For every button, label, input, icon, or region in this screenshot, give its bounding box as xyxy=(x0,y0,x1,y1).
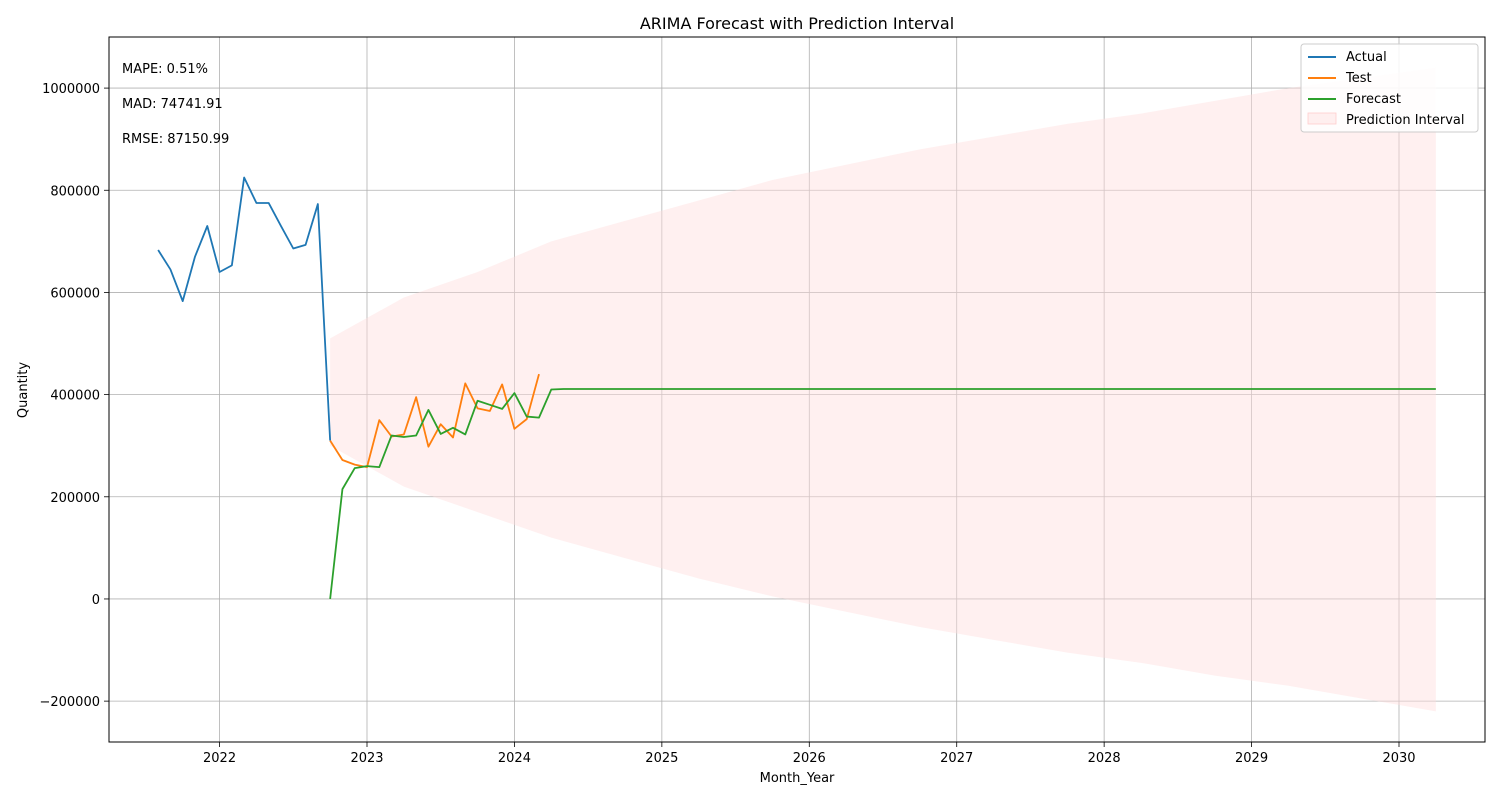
x-tick-label: 2027 xyxy=(940,751,973,766)
forecast-series-line xyxy=(329,388,1436,600)
legend-test-label: Test xyxy=(1345,71,1372,86)
y-axis-label: Quantity xyxy=(16,362,31,418)
x-tick-label: 2023 xyxy=(350,751,383,766)
y-tick-label: 200000 xyxy=(50,491,100,506)
y-tick-label: 400000 xyxy=(50,389,100,404)
x-tick-label: 2022 xyxy=(203,751,236,766)
actual-series-line xyxy=(157,176,332,441)
legend-interval-label: Prediction Interval xyxy=(1346,113,1465,128)
rmse-annotation: RMSE: 87150.99 xyxy=(122,132,229,147)
y-tick-label: 1000000 xyxy=(42,82,100,97)
y-tick-label: 0 xyxy=(92,593,100,608)
y-tick-label: −200000 xyxy=(39,695,100,710)
x-tick-label: 2024 xyxy=(498,751,531,766)
x-tick-label: 2030 xyxy=(1382,751,1415,766)
x-tick-label: 2029 xyxy=(1235,751,1268,766)
chart-title: ARIMA Forecast with Prediction Interval xyxy=(640,14,954,33)
mape-annotation: MAPE: 0.51% xyxy=(122,62,208,77)
x-tick-label: 2028 xyxy=(1088,751,1121,766)
legend-forecast-label: Forecast xyxy=(1346,92,1401,107)
legend-actual-label: Actual xyxy=(1346,50,1387,65)
y-tick-label: 600000 xyxy=(50,286,100,301)
plot-frame xyxy=(108,36,1486,743)
y-tick-label: 800000 xyxy=(50,184,100,199)
legend-box xyxy=(1300,43,1479,133)
x-axis-label: Month_Year xyxy=(760,771,835,786)
legend-interval-swatch xyxy=(1307,112,1337,125)
mad-annotation: MAD: 74741.91 xyxy=(122,97,223,112)
x-tick-label: 2025 xyxy=(645,751,678,766)
x-tick-label: 2026 xyxy=(793,751,826,766)
legend: Actual Test Forecast Prediction Interval xyxy=(1300,43,1479,133)
